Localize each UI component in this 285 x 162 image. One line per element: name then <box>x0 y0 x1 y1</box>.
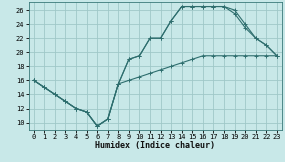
X-axis label: Humidex (Indice chaleur): Humidex (Indice chaleur) <box>95 141 215 150</box>
